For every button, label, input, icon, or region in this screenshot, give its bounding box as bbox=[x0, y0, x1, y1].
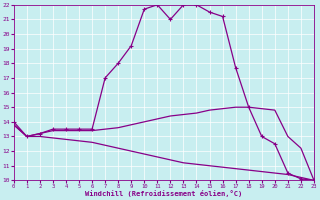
X-axis label: Windchill (Refroidissement éolien,°C): Windchill (Refroidissement éolien,°C) bbox=[85, 190, 243, 197]
